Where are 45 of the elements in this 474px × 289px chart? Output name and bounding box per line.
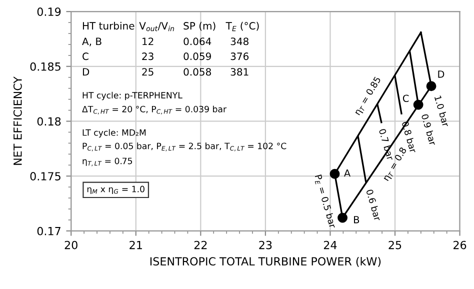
annotation: 0.058 (184, 68, 211, 76)
y-axis-title: NET EFFICIENCY (13, 76, 22, 165)
text: 0.9 bar (421, 114, 437, 146)
annotation: ΔT$_{C,HT}$ = 20 °C, P$_{C,HT}$ = 0.039 bar (82, 106, 227, 114)
annotation: A, B (82, 38, 102, 46)
y-tick-label: 0.18 (37, 117, 61, 126)
annotation: SP (m) (184, 22, 216, 31)
text: η$_{T}$ = 0.85 (354, 76, 382, 116)
x-axis-title: ISENTROPIC TOTAL TURBINE POWER (kW) (150, 256, 381, 267)
x-tick-label: 24 (324, 240, 337, 250)
text: 1.0 bar (434, 95, 450, 128)
x-tick-label: 25 (388, 240, 402, 250)
series-label: B (354, 216, 360, 224)
annotation: 381 (230, 68, 248, 76)
series-label: C (402, 94, 409, 102)
x-tick-label: 23 (259, 240, 272, 250)
y-tick-label: 0.175 (30, 172, 60, 180)
annotation: 376 (230, 52, 249, 60)
annotation: η$_{T,LT}$ = 0.75 (82, 158, 132, 166)
x-tick-label: 26 (454, 240, 466, 250)
annotation: LT cycle: MD₂M (82, 129, 146, 138)
y-tick-label: 0.19 (37, 8, 61, 16)
annotation: HT cycle: p-TERPHENYL (82, 92, 182, 100)
y-tick-label: 0.17 (37, 226, 60, 236)
annotation: V$_{out}$/V$_{in}$ (139, 22, 174, 32)
x-tick-label: 21 (130, 240, 142, 250)
annotation: 0.064 (184, 38, 212, 46)
annotation: 348 (230, 38, 248, 46)
x-tick-label: 22 (194, 240, 207, 250)
annotation: 23 (142, 52, 154, 60)
annotation: HT turbine (82, 22, 134, 30)
annotation: T$_{E}$ (°C) (226, 22, 259, 32)
text: 0.6 bar (366, 189, 382, 222)
annotation: D (82, 68, 90, 76)
series-label: D (438, 70, 444, 78)
annotation: P$_{C,LT}$ = 0.05 bar, P$_{E,LT}$ = 2.5 bar, T$_{C,LT}$ = 102 °C (82, 142, 286, 152)
y-tick-label: 0.185 (30, 62, 60, 71)
annotation: 25 (142, 68, 154, 76)
x-tick-label: 20 (64, 240, 78, 250)
annotation: 12 (142, 38, 154, 46)
series-label: A (344, 169, 350, 177)
annotation: η$_{M}$ x η$_{G}$ = 1.0 (87, 186, 144, 194)
annotation: 0.059 (184, 52, 211, 60)
annotation: C (82, 52, 88, 60)
text: P$_{E}$ = 0.5 bar (314, 174, 337, 229)
